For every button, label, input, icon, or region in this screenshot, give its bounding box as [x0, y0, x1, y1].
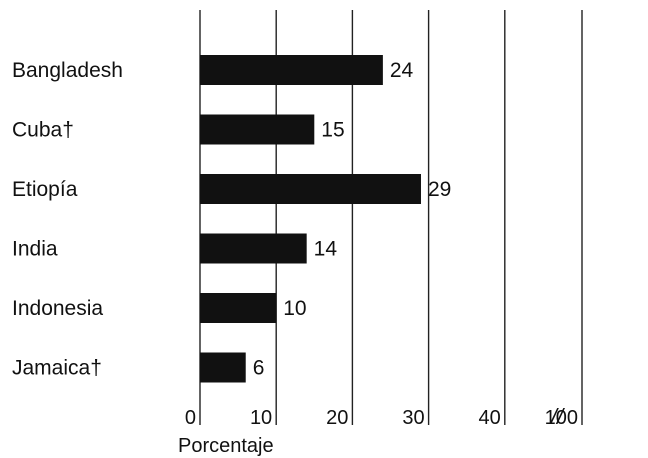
bar-2: [200, 174, 421, 204]
value-label: 24: [390, 59, 414, 82]
category-label: Cuba†: [12, 119, 74, 142]
bar-0: [200, 55, 383, 85]
category-label: Bangladesh: [12, 59, 123, 82]
category-label: Etiopía: [12, 178, 78, 201]
category-label: India: [12, 238, 58, 261]
value-label: 29: [428, 178, 451, 201]
tick-label-0: 0: [185, 407, 196, 429]
tick-label-10: 10: [250, 407, 272, 429]
category-label: Indonesia: [12, 297, 103, 320]
tick-label-20: 20: [326, 407, 348, 429]
bar-4: [200, 293, 277, 323]
axis-break-mark: //: [549, 404, 565, 429]
tick-label-40: 40: [479, 407, 501, 429]
x-axis-title: Porcentaje: [178, 435, 274, 457]
bar-1: [200, 114, 315, 145]
value-label: 14: [314, 238, 338, 261]
category-label: Jamaica†: [12, 357, 102, 380]
value-label: 15: [321, 119, 344, 142]
value-label: 10: [283, 297, 306, 320]
tick-label-30: 30: [402, 407, 424, 429]
bar-5: [200, 352, 246, 383]
value-label: 6: [253, 357, 265, 380]
tick-label-100: 100: [545, 407, 578, 429]
bar-3: [200, 233, 307, 264]
